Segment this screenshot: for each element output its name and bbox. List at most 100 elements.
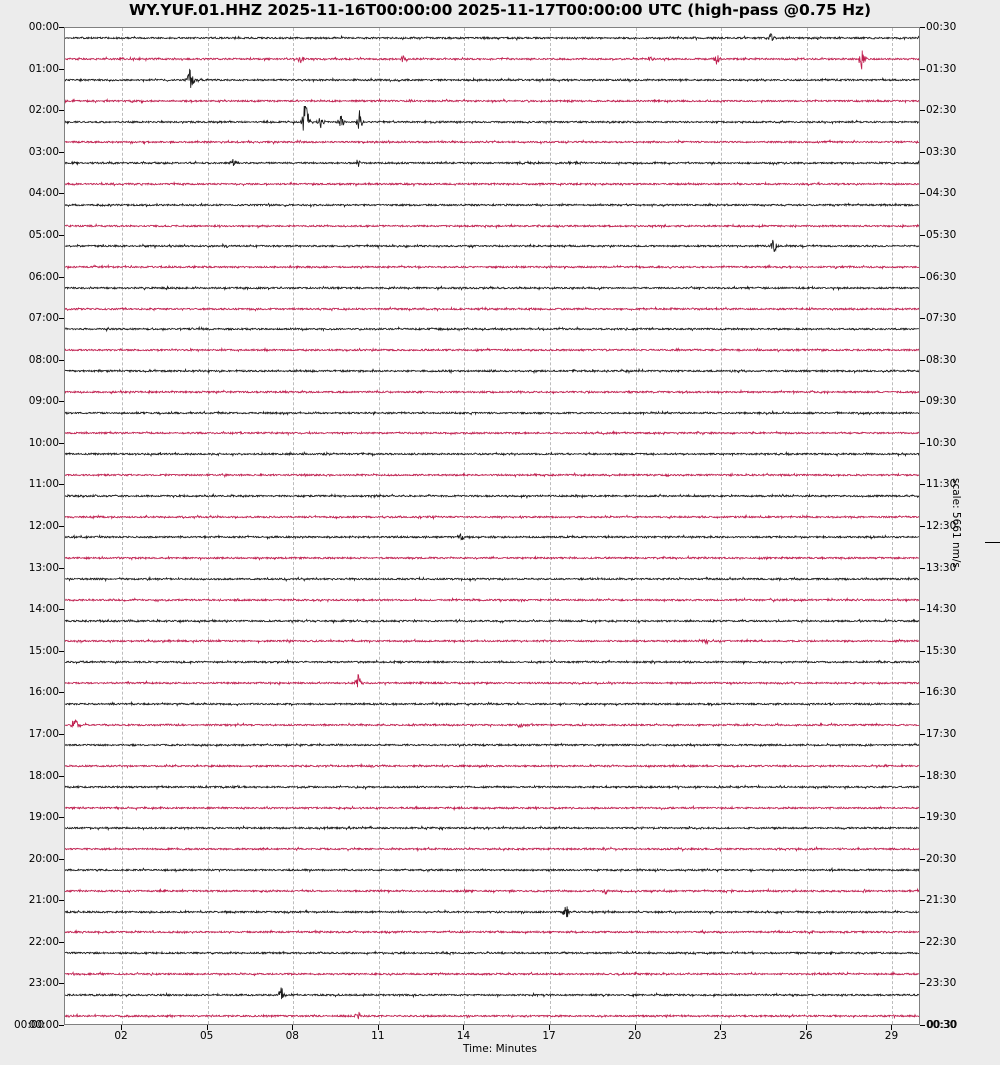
y-tick-right: [920, 359, 925, 361]
trace-row: [65, 371, 919, 372]
trace-row: [65, 38, 919, 39]
trace-row: [65, 142, 919, 143]
trace-row: [65, 350, 919, 351]
x-tick: [805, 1025, 807, 1030]
y-tick-left: [59, 193, 64, 195]
y-tick-label-left: 14:00: [28, 603, 59, 616]
y-tick-left: [59, 692, 64, 694]
x-tick-label: 29: [884, 1030, 899, 1042]
x-tick: [891, 1025, 893, 1030]
y-tick-left: [59, 858, 64, 860]
y-tick-label-right: 06:30: [926, 270, 957, 283]
trace-row: [65, 267, 919, 268]
trace-row: [65, 309, 919, 310]
plot-area[interactable]: [64, 27, 920, 1025]
y-tick-right: [920, 609, 925, 611]
trace-row: [65, 1016, 919, 1017]
x-tick-label: 14: [456, 1030, 471, 1042]
y-tick-label-left: 07:00: [28, 312, 59, 325]
y-tick-label-right: 15:30: [926, 644, 957, 657]
y-tick-label-right: 17:30: [926, 727, 957, 740]
trace-row: [65, 974, 919, 975]
y-tick-left: [59, 983, 64, 985]
trace-row: [65, 932, 919, 933]
y-tick-label-left: 22:00: [28, 935, 59, 948]
y-tick-left: [59, 900, 64, 902]
y-tick-label-left: 12:00: [28, 520, 59, 532]
trace-row: [65, 122, 919, 123]
y-axis-right-ticks: [920, 27, 926, 1026]
x-tick-label: 02: [114, 1030, 128, 1042]
x-axis-title: Time: Minutes: [463, 1043, 537, 1055]
x-tick-label: 20: [627, 1030, 642, 1042]
y-tick-label-left: 01:00: [28, 62, 59, 75]
y-tick-label-left: 09:00: [28, 395, 59, 408]
trace-row: [65, 246, 919, 247]
y-tick-right: [920, 650, 925, 652]
trace-row: [65, 641, 919, 642]
x-tick-label: 23: [713, 1030, 727, 1042]
gridline-vertical: [378, 28, 380, 1024]
trace-row: [65, 163, 919, 164]
y-tick-right: [920, 442, 925, 444]
y-tick-right: [920, 983, 925, 985]
x-tick: [292, 1025, 294, 1030]
y-tick-label-left: 11:00: [28, 478, 59, 491]
gridline-vertical: [122, 28, 124, 1024]
y-tick-label-left: 06:00: [28, 270, 59, 283]
x-tick: [377, 1025, 379, 1030]
y-tick-right: [920, 234, 925, 236]
y-tick-label-right: 00:30: [926, 1019, 957, 1031]
y-tick-left: [59, 234, 64, 236]
trace-row: [65, 475, 919, 476]
y-tick-label-left: 00:00: [28, 21, 59, 33]
trace-row: [65, 745, 919, 746]
y-tick-left: [59, 401, 64, 403]
y-tick-left: [59, 151, 64, 153]
y-tick-label-right: 23:30: [926, 977, 957, 990]
trace-row: [65, 80, 919, 81]
trace-row: [65, 101, 919, 102]
trace-row: [65, 184, 919, 185]
x-tick: [206, 1025, 208, 1030]
y-tick-right: [920, 110, 925, 112]
y-tick-left: [59, 276, 64, 278]
y-tick-left: [59, 941, 64, 943]
y-tick-label-right: 10:30: [926, 436, 957, 449]
x-tick-label: 05: [199, 1030, 214, 1042]
y-tick-label-right: 19:30: [926, 811, 957, 824]
x-tick: [463, 1025, 465, 1030]
y-tick-right: [920, 733, 925, 735]
trace-row: [65, 579, 919, 580]
trace-row: [65, 621, 919, 622]
y-tick-label-right: 13:30: [926, 561, 957, 574]
trace-row: [65, 517, 919, 518]
y-tick-label-right: 08:30: [926, 353, 957, 366]
x-tick: [634, 1025, 636, 1030]
y-tick-left: [59, 484, 64, 486]
y-tick-label-left: 16:00: [28, 686, 59, 699]
y-tick-right: [920, 900, 925, 902]
trace-row: [65, 704, 919, 705]
y-tick-left: [59, 733, 64, 735]
y-tick-right: [920, 484, 925, 486]
y-tick-label-left: 13:00: [28, 561, 59, 574]
y-tick-label-right: 14:30: [926, 603, 957, 616]
trace-row: [65, 766, 919, 767]
y-tick-label-left: 19:00: [28, 811, 59, 824]
trace-row: [65, 392, 919, 393]
y-axis-left-labels: 00:00 01:00 02:00 03:00 04:00 05:00 06:00 07:00…: [0, 21, 59, 1031]
y-tick-right: [920, 692, 925, 694]
trace-row: [65, 226, 919, 227]
y-tick-left: [59, 567, 64, 569]
trace-row: [65, 59, 919, 60]
gridline-vertical: [293, 28, 295, 1024]
gridline-vertical: [721, 28, 723, 1024]
y-tick-right: [920, 526, 925, 527]
trace-row: [65, 205, 919, 206]
gridline-vertical: [550, 28, 552, 1024]
y-axis-right-labels: 00:30 01:30 02:30 03:30 04:30 05:30 06:30 07:30…: [926, 21, 986, 1031]
y-tick-label-right: 12:30: [926, 520, 957, 532]
page-title: WY.YUF.01.HHZ 2025-11-16T00:00:00 2025-1…: [129, 1, 871, 19]
